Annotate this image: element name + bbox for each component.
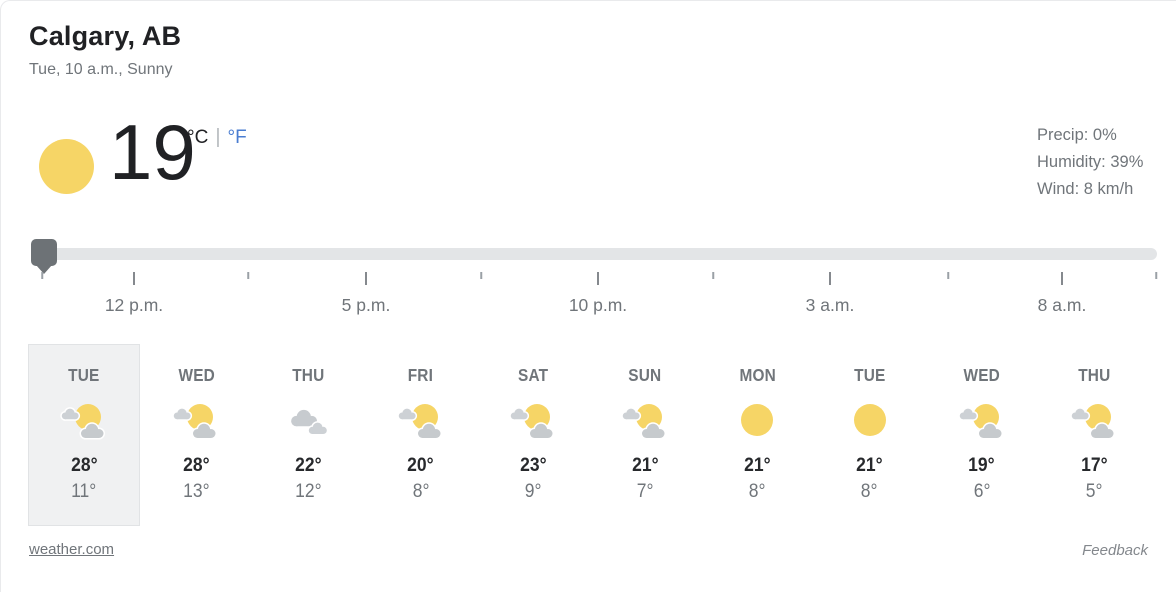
forecast-day-card[interactable]: SUN 21° 7°	[589, 344, 701, 526]
day-label: MON	[739, 365, 776, 385]
minor-tick	[712, 272, 714, 279]
current-temperature: 19	[109, 108, 196, 196]
time-label: 3 a.m.	[805, 295, 855, 315]
low-temp: 11°	[71, 481, 97, 502]
low-temp: 9°	[524, 481, 542, 502]
low-temp: 5°	[1085, 481, 1103, 502]
datetime-condition-text: Tue, 10 a.m., Sunny	[29, 61, 173, 78]
major-tick	[365, 272, 367, 285]
forecast-day-card[interactable]: WED 19° 6°	[926, 344, 1038, 526]
forecast-row: TUE 28° 11° WED 28° 13° THU	[28, 344, 1150, 526]
sunny-icon	[39, 139, 94, 194]
feedback-link[interactable]: Feedback	[1082, 542, 1148, 559]
forecast-day-card[interactable]: MON 21° 8°	[701, 344, 813, 526]
day-label: THU	[292, 365, 325, 385]
forecast-day-card[interactable]: WED 28° 13°	[140, 344, 252, 526]
time-label: 10 p.m.	[568, 295, 628, 315]
major-tick	[597, 272, 599, 285]
time-slider-track[interactable]	[44, 248, 1157, 260]
forecast-day-card[interactable]: TUE 21° 8°	[813, 344, 925, 526]
minor-tick	[41, 272, 43, 279]
day-label: TUE	[68, 365, 100, 385]
high-temp: 21°	[631, 455, 659, 476]
low-temp: 12°	[295, 481, 322, 502]
minor-tick	[947, 272, 949, 279]
partly-cloudy-icon	[478, 397, 588, 445]
high-temp: 19°	[968, 455, 995, 476]
major-tick	[1061, 272, 1063, 285]
forecast-day-card[interactable]: TUE 28° 11°	[28, 344, 141, 526]
major-tick	[829, 272, 831, 285]
time-label: 12 p.m.	[104, 295, 164, 315]
day-label: SAT	[517, 365, 549, 385]
precip-text: Precip: 0%	[1037, 126, 1117, 144]
day-label: TUE	[853, 365, 886, 385]
low-temp: 13°	[183, 481, 210, 502]
time-slider-handle[interactable]	[31, 239, 57, 274]
low-temp: 8°	[861, 481, 878, 502]
time-label: 8 a.m.	[1037, 295, 1087, 315]
high-temp: 28°	[183, 455, 210, 476]
minor-tick	[247, 272, 249, 279]
day-label: WED	[963, 365, 1000, 385]
day-label: SUN	[628, 365, 662, 385]
high-temp: 21°	[744, 455, 771, 476]
time-label: 5 p.m.	[341, 295, 391, 315]
unit-toggle: °C | °F	[187, 126, 247, 150]
minor-tick	[1155, 272, 1157, 279]
forecast-day-card[interactable]: FRI 20° 8°	[365, 344, 477, 526]
time-axis-labels: 12 p.m. 5 p.m. 10 p.m. 3 a.m. 8 a.m.	[1, 295, 1176, 319]
forecast-day-card[interactable]: THU 22° 12°	[252, 344, 364, 526]
location-title: Calgary, AB	[29, 21, 182, 51]
low-temp: 7°	[636, 481, 654, 502]
wind-text: Wind: 8 km/h	[1037, 180, 1134, 198]
forecast-day-card[interactable]: THU 17° 5°	[1038, 344, 1150, 526]
humidity-text: Humidity: 39%	[1037, 153, 1144, 171]
minor-tick	[480, 272, 482, 279]
high-temp: 17°	[1080, 455, 1108, 476]
partly-cloudy-icon	[366, 397, 476, 445]
high-temp: 21°	[856, 455, 883, 476]
low-temp: 8°	[748, 481, 766, 502]
day-label: THU	[1077, 365, 1111, 385]
sunny-icon	[814, 397, 924, 445]
unit-divider: |	[215, 126, 221, 148]
low-temp: 6°	[973, 481, 991, 502]
time-axis-ticks	[1, 272, 1176, 286]
major-tick	[133, 272, 135, 285]
cloudy-icon	[253, 397, 363, 445]
partly-cloudy-icon	[1039, 397, 1149, 445]
partly-cloudy-icon	[141, 397, 251, 445]
partly-cloudy-icon	[927, 397, 1037, 445]
weather-com-link[interactable]: weather.com	[29, 541, 115, 558]
unit-celsius: °C	[187, 127, 209, 148]
partly-cloudy-icon	[29, 397, 139, 445]
high-temp: 28°	[70, 455, 98, 476]
forecast-day-card[interactable]: SAT 23° 9°	[477, 344, 589, 526]
day-label: WED	[178, 365, 215, 385]
high-temp: 22°	[295, 455, 322, 476]
low-temp: 8°	[412, 481, 430, 502]
high-temp: 20°	[407, 455, 434, 476]
partly-cloudy-icon	[590, 397, 700, 445]
current-details: Precip: 0% Humidity: 39% Wind: 8 km/h	[1037, 122, 1143, 203]
day-label: FRI	[408, 365, 434, 385]
high-temp: 23°	[519, 455, 547, 476]
sunny-icon	[702, 397, 812, 445]
unit-fahrenheit-link[interactable]: °F	[227, 127, 247, 148]
